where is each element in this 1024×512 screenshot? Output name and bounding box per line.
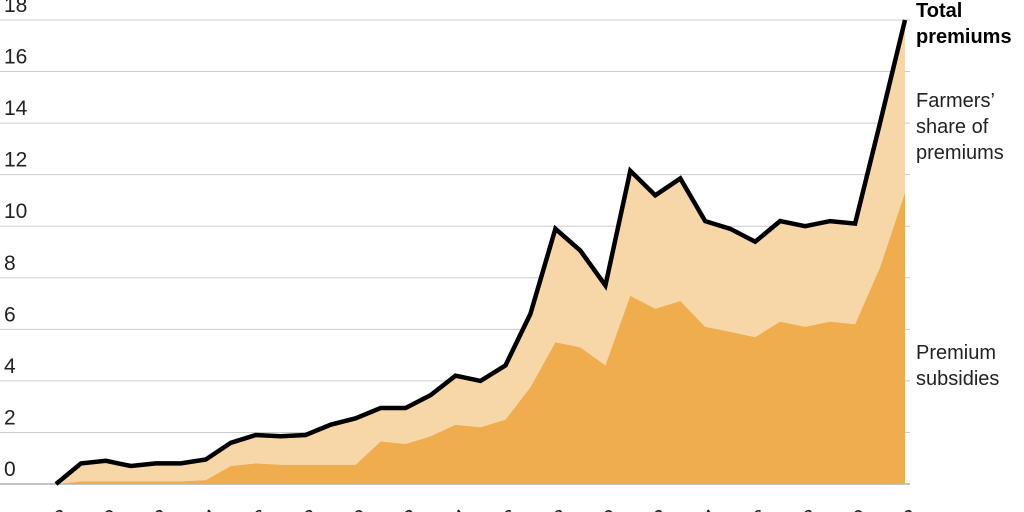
total-line	[54, 19, 908, 486]
y-tick-label: 16	[4, 46, 27, 69]
x-tick-label: 00	[340, 505, 372, 512]
label-subsidies-text: Premium subsidies	[916, 342, 1000, 390]
y-tick-label: 12	[4, 149, 27, 172]
x-tick-label: 18	[789, 505, 821, 512]
x-tick-label: 98	[290, 505, 322, 512]
x-tick-label: 88	[40, 505, 72, 512]
y-tick-label: 4	[4, 355, 16, 378]
x-tick-label: 94	[190, 505, 223, 512]
y-tick-label: 10	[4, 200, 27, 223]
x-tick-label: 22	[889, 505, 921, 512]
label-farmers-share: Farmers’ share of premiums	[916, 88, 1024, 166]
y-tick-label: 8	[4, 252, 16, 275]
label-farmers-text: Farmers’ share of premiums	[916, 90, 1004, 164]
line-total-premiums	[54, 19, 908, 486]
label-premium-subsidies: Premium subsidies	[916, 340, 1024, 392]
y-tick-label: 14	[4, 97, 28, 120]
x-tick-label: 02	[390, 505, 422, 512]
x-tick-label: 96	[240, 505, 272, 512]
x-tick-label: 14	[690, 505, 723, 512]
y-tick-labels: 0 2 4 6 8 10 12 14 16 18	[4, 0, 28, 481]
x-tick-label: 16	[739, 505, 771, 512]
x-tick-label: 12	[640, 505, 672, 512]
area-premium-subsidies	[56, 192, 905, 484]
x-tick-label: 04	[440, 505, 473, 512]
x-tick-label: 10	[590, 505, 622, 512]
y-tick-label: 0	[4, 458, 16, 481]
area-series	[56, 20, 905, 484]
y-tick-label: 18	[4, 0, 27, 17]
x-tick-label: 92	[140, 505, 172, 512]
label-total-premiums: Total premiums	[916, 0, 1024, 50]
area-farmers-share	[56, 20, 905, 484]
x-tick-label: 06	[490, 505, 522, 512]
label-total-text: Total premiums	[916, 0, 1012, 48]
y-tick-label: 2	[4, 406, 16, 429]
x-tick-label: 20	[839, 505, 871, 512]
y-tick-label: 6	[4, 303, 16, 326]
x-tick-label: 90	[90, 505, 122, 512]
x-tick-labels: 88 90 92 94 96 98 00 02 04 06 08 10 12 14 16 18 20 22	[40, 505, 921, 512]
x-tick-label: 08	[540, 505, 572, 512]
